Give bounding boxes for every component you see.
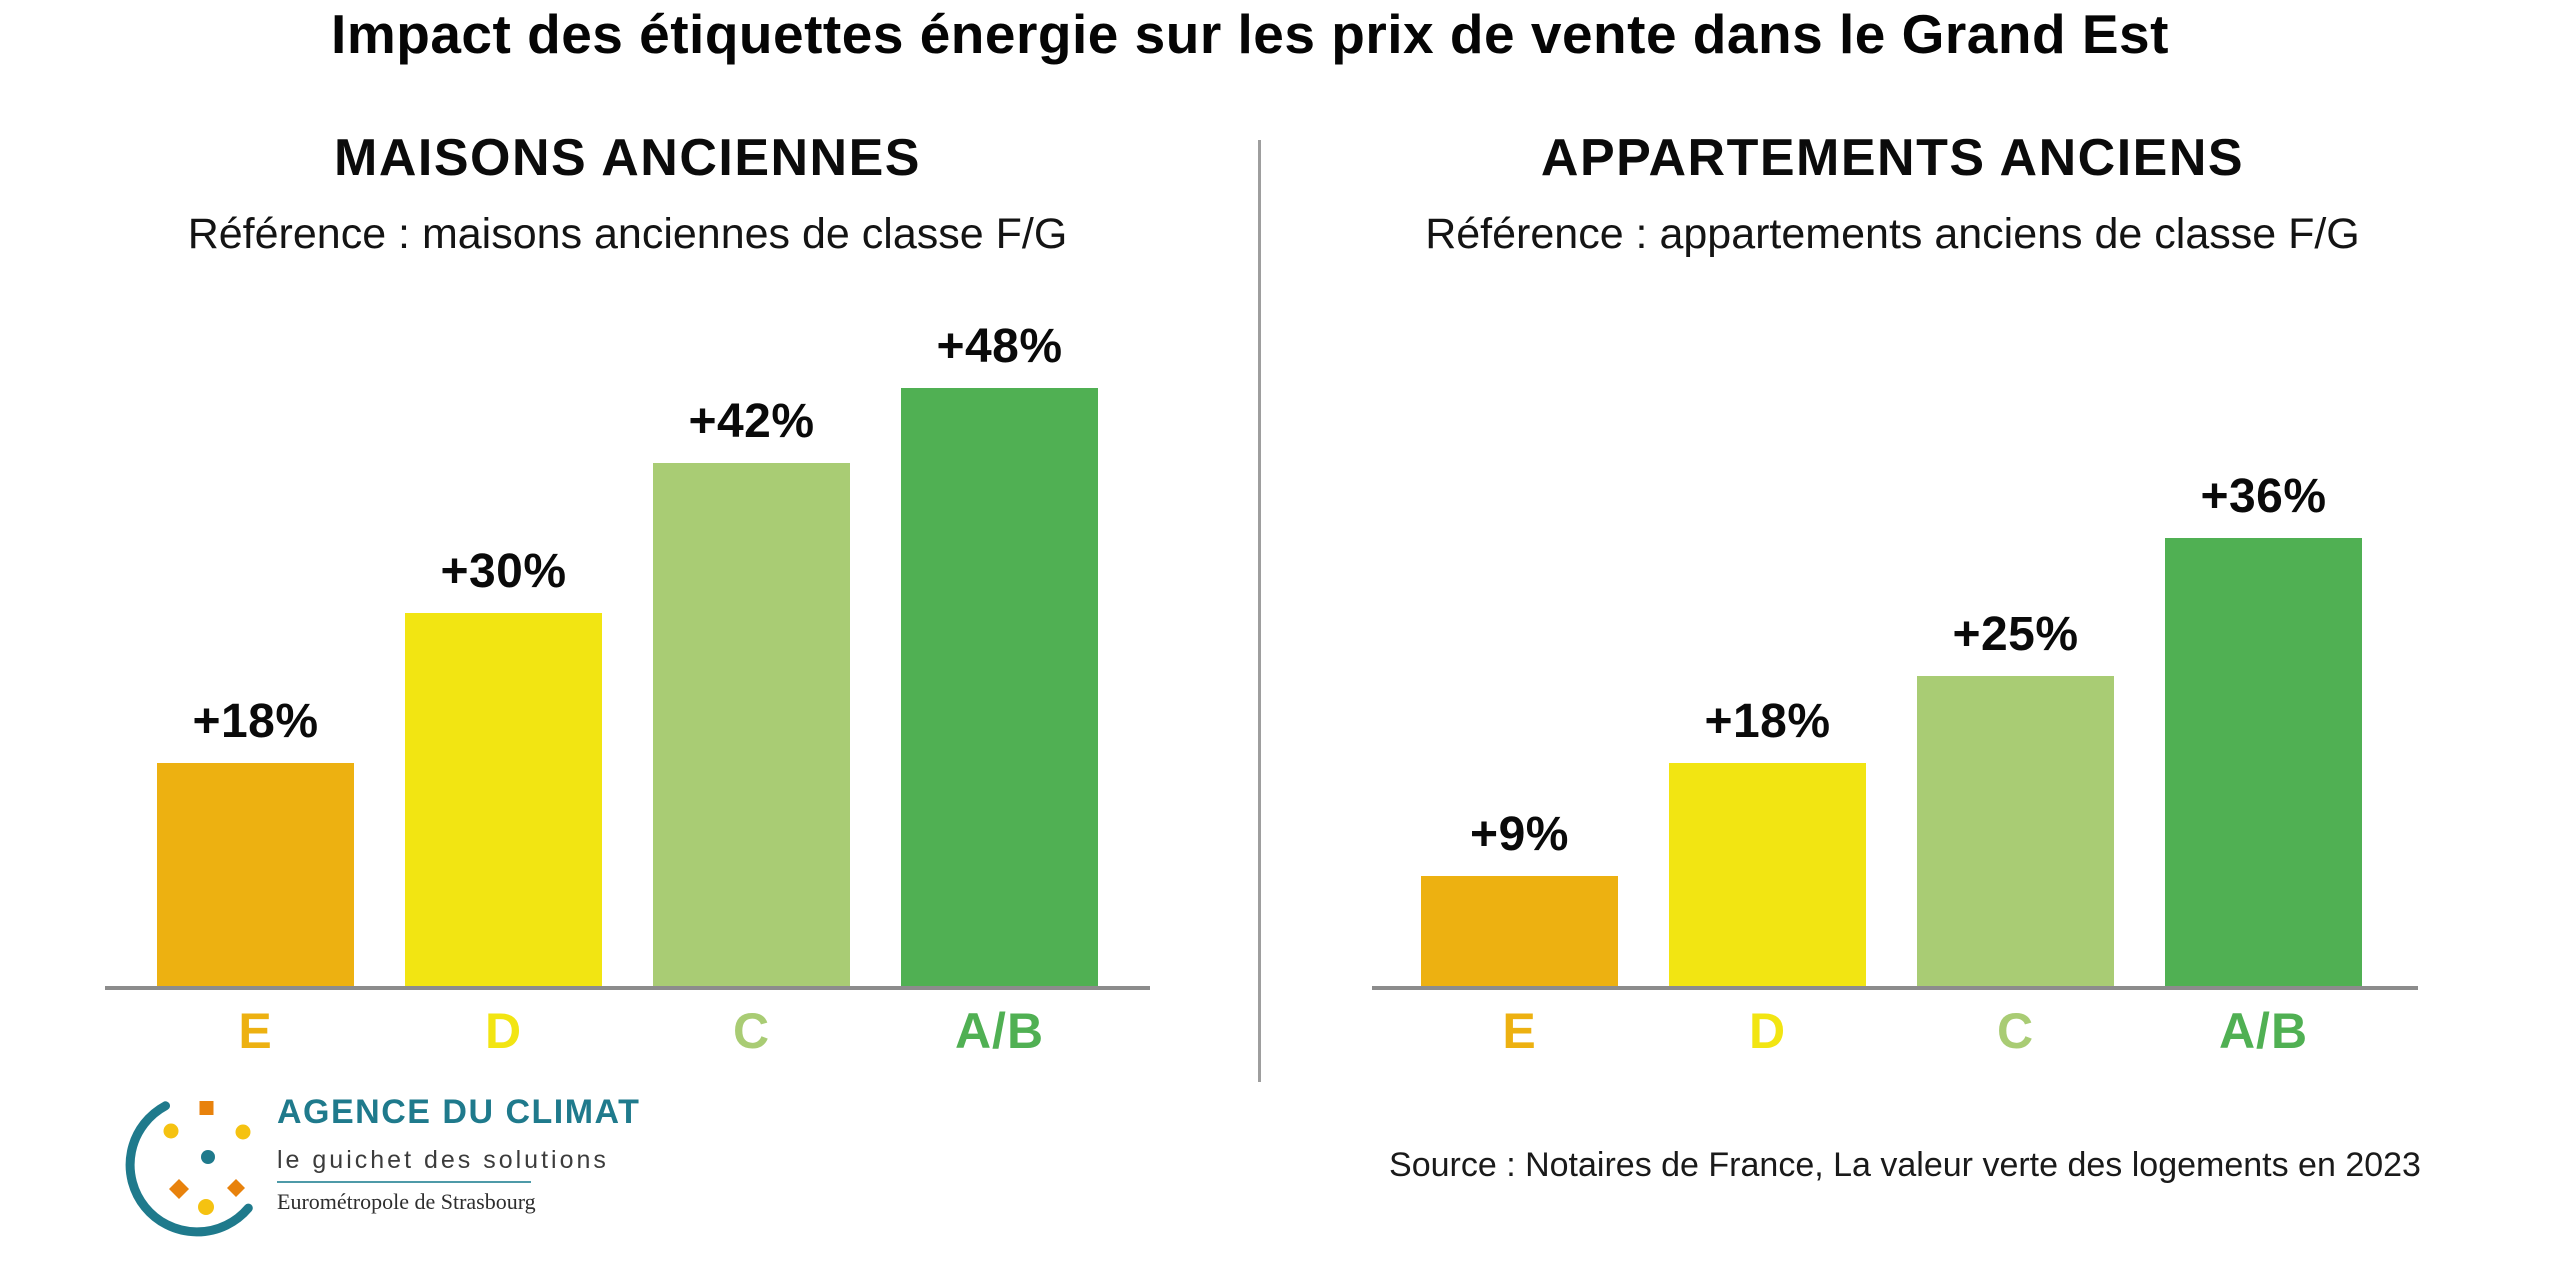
bar-group: +42% xyxy=(653,394,850,988)
bar-value-label: +18% xyxy=(1704,695,1831,748)
bar-value-label: +36% xyxy=(2200,470,2327,523)
page-title: Impact des étiquettes énergie sur les pr… xyxy=(331,3,2169,65)
logo-name: AGENCE DU CLIMAT xyxy=(277,1093,641,1131)
bar-value-label: +9% xyxy=(1470,807,1569,861)
category-label: E xyxy=(238,1003,273,1059)
right-chart-plot: +9% +18% +25% +36% xyxy=(1421,469,2362,988)
bar-group: +48% xyxy=(901,319,1098,988)
left-chart-plot: +18% +30% +42% +48% xyxy=(157,319,1098,988)
logo-dot-icon xyxy=(201,1150,215,1164)
bar-group: +25% xyxy=(1917,607,2114,988)
bar xyxy=(1421,875,1618,988)
logo-tagline: le guichet des solutions xyxy=(277,1146,609,1174)
bar xyxy=(405,613,602,988)
bar xyxy=(2165,538,2362,988)
logo-organization: Eurométropole de Strasbourg xyxy=(277,1189,536,1214)
logo-arc-icon xyxy=(125,1101,253,1237)
category-label: A/B xyxy=(2218,1003,2309,1059)
bar xyxy=(901,388,1098,988)
bar xyxy=(157,763,354,988)
logo-square-icon xyxy=(199,1101,214,1115)
bar-group: +30% xyxy=(405,544,602,988)
right-chart-axis xyxy=(1372,986,2418,990)
left-chart-title: MAISONS ANCIENNES xyxy=(334,129,921,187)
right-chart-header: APPARTEMENTS ANCIENS Référence : apparte… xyxy=(1320,128,2465,259)
left-chart-category-labels: E D C A/B xyxy=(157,1002,1098,1060)
bar-value-label: +25% xyxy=(1952,607,2079,661)
category-label: D xyxy=(1748,1003,1787,1059)
bar-group: +18% xyxy=(1669,694,1866,988)
right-chart-reference: Référence : appartements anciens de clas… xyxy=(1425,210,2360,258)
logo-dot-icon xyxy=(198,1199,214,1215)
left-chart-axis xyxy=(105,986,1150,990)
bar xyxy=(653,463,850,988)
category-label: C xyxy=(1996,1003,2035,1059)
bar-group: +9% xyxy=(1421,807,1618,988)
logo-diamond-icon xyxy=(169,1179,189,1199)
bar-group: +18% xyxy=(157,694,354,988)
bar-value-label: +42% xyxy=(688,395,815,448)
logo-dot-icon xyxy=(235,1124,251,1140)
left-chart-reference: Référence : maisons anciennes de classe … xyxy=(187,210,1068,258)
bar xyxy=(1917,675,2114,988)
category-label: C xyxy=(732,1003,771,1059)
bar xyxy=(1669,763,1866,988)
bar-group: +36% xyxy=(2165,469,2362,988)
category-label: E xyxy=(1502,1003,1537,1059)
vertical-divider xyxy=(1258,140,1261,1082)
left-chart-header: MAISONS ANCIENNES Référence : maisons an… xyxy=(55,128,1200,259)
source-note: Source : Notaires de France, La valeur v… xyxy=(1389,1146,2421,1184)
bar-value-label: +18% xyxy=(192,695,319,748)
logo-dot-icon xyxy=(163,1123,179,1139)
bar-value-label: +30% xyxy=(440,545,567,598)
category-label: A/B xyxy=(954,1003,1045,1059)
logo-rule xyxy=(277,1181,531,1183)
right-chart-title: APPARTEMENTS ANCIENS xyxy=(1540,129,2245,187)
right-chart-category-labels: E D C A/B xyxy=(1421,1002,2362,1060)
bar-value-label: +48% xyxy=(936,320,1063,373)
category-label: D xyxy=(484,1003,523,1059)
logo-diamond-icon xyxy=(227,1179,245,1197)
